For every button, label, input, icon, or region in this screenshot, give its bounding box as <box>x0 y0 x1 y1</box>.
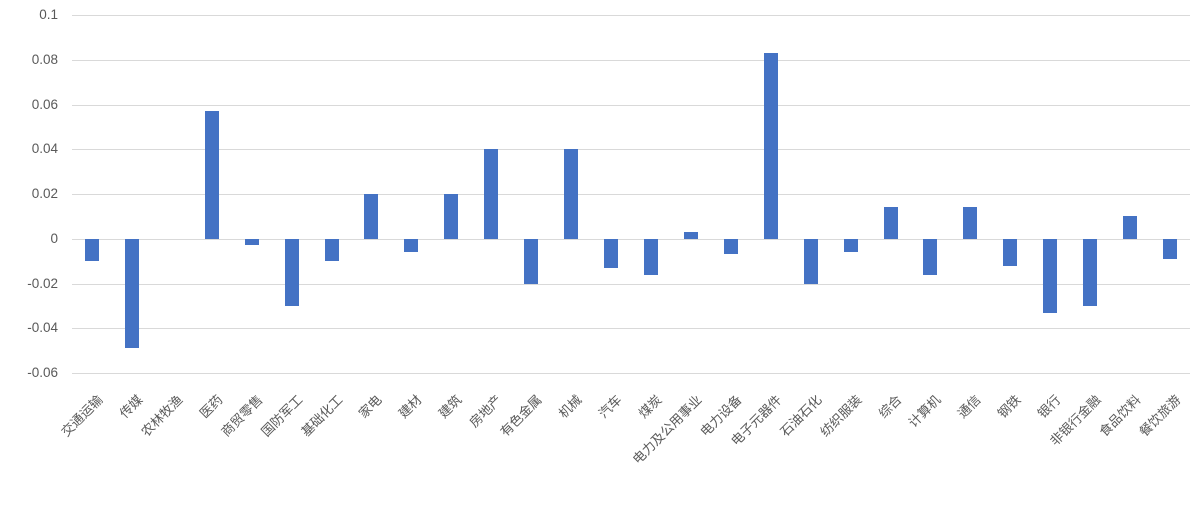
bar <box>124 238 139 349</box>
x-axis-label: 有色金属 <box>497 392 545 440</box>
bar <box>963 207 978 239</box>
bar <box>803 238 818 284</box>
bar <box>444 194 459 239</box>
gridline <box>72 373 1190 374</box>
y-axis-tick-label: 0.08 <box>31 51 58 67</box>
gridline <box>72 283 1190 285</box>
bar <box>604 238 619 268</box>
bar <box>1003 238 1018 266</box>
x-axis-label: 计算机 <box>905 392 945 431</box>
x-axis-label: 医药 <box>196 392 226 422</box>
bar <box>643 238 658 275</box>
x-axis-label: 石油石化 <box>776 392 825 440</box>
x-axis-label: 交通运输 <box>58 392 106 440</box>
x-axis-label: 家电 <box>356 392 386 422</box>
bar <box>484 149 499 239</box>
gridline <box>72 15 1190 16</box>
gridline <box>72 328 1190 330</box>
x-axis-label: 钢铁 <box>994 392 1024 422</box>
gridline <box>72 238 1190 240</box>
bar <box>923 238 938 275</box>
x-axis-label: 银行 <box>1034 392 1064 422</box>
bar <box>524 238 539 284</box>
x-axis-label: 电力及公用事业 <box>629 392 705 467</box>
y-axis-tick-label: -0.06 <box>27 365 58 380</box>
y-axis-tick-label: -0.04 <box>27 320 58 336</box>
bar <box>723 238 738 255</box>
bar <box>1043 238 1058 313</box>
y-axis-tick-label: 0 <box>50 230 58 246</box>
bar <box>404 238 419 253</box>
x-axis-label: 基础化工 <box>297 392 346 440</box>
x-axis-label: 农林牧渔 <box>138 392 186 440</box>
x-axis-label: 机械 <box>555 392 585 422</box>
bar <box>324 238 339 262</box>
x-axis-label: 通信 <box>955 392 985 422</box>
y-axis-tick-label: -0.02 <box>27 275 58 291</box>
x-axis-label: 建材 <box>396 392 426 422</box>
bar <box>364 194 379 239</box>
y-axis-tick-label: 0.02 <box>31 186 58 201</box>
x-axis-label: 综合 <box>875 392 905 422</box>
y-axis-tick-label: 0.04 <box>31 141 58 157</box>
gridline <box>72 104 1190 106</box>
x-axis-label: 商贸零售 <box>217 392 266 440</box>
bar <box>564 149 579 239</box>
x-axis-label: 汽车 <box>595 392 625 422</box>
bar <box>843 238 858 253</box>
x-axis-label: 传媒 <box>116 392 146 422</box>
gridline <box>72 149 1190 151</box>
x-axis-label: 煤炭 <box>635 392 665 422</box>
bar <box>883 207 898 239</box>
bar <box>84 238 99 262</box>
x-axis-label: 食品饮料 <box>1096 392 1144 440</box>
x-axis-label: 纺织服装 <box>816 392 865 440</box>
x-axis-label: 餐饮旅游 <box>1136 392 1184 440</box>
bar <box>204 111 219 239</box>
bar <box>244 238 259 246</box>
x-axis-label: 国防军工 <box>257 392 306 440</box>
bar <box>683 232 698 239</box>
bar <box>1123 216 1138 239</box>
bar <box>284 238 299 306</box>
bar <box>763 53 778 239</box>
y-axis-tick-label: 0.06 <box>31 96 58 112</box>
bar <box>1083 238 1098 306</box>
x-axis-label: 房地产 <box>466 392 505 431</box>
gridline <box>72 194 1190 195</box>
y-axis-tick-label: 0.1 <box>39 7 58 22</box>
x-axis-label: 建筑 <box>435 392 465 422</box>
bar <box>1163 238 1178 259</box>
gridline <box>72 59 1190 61</box>
